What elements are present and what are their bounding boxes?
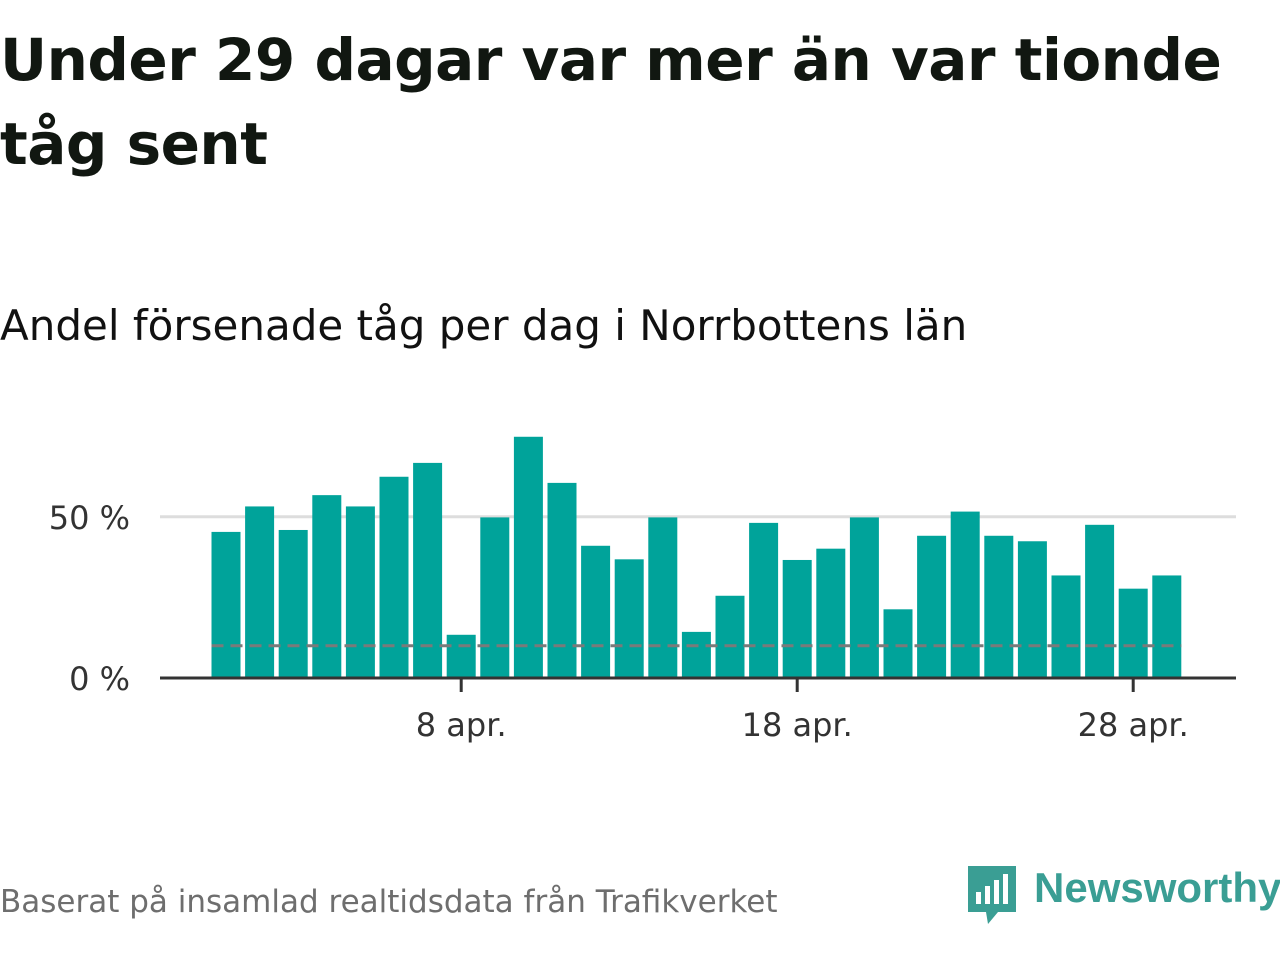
bar — [782, 559, 812, 678]
bar — [917, 535, 947, 678]
chart-title: Under 29 dagar var mer än var tionde tåg… — [0, 26, 1222, 178]
bar — [648, 517, 678, 678]
y-tick-label: 0 % — [69, 660, 130, 698]
bar — [749, 522, 779, 678]
source-note: Baserat på insamlad realtidsdata från Tr… — [0, 884, 778, 920]
x-tick-label: 8 apr. — [416, 706, 507, 744]
bar — [413, 462, 443, 678]
bar — [1017, 541, 1047, 678]
brand-name: Newsworthy — [1034, 864, 1280, 911]
bar — [715, 595, 745, 678]
bar — [581, 545, 611, 678]
bar — [1152, 575, 1182, 678]
bar — [211, 531, 241, 678]
y-tick-label: 50 % — [49, 499, 130, 537]
bar — [1085, 524, 1115, 678]
bar — [379, 476, 409, 678]
bar — [312, 495, 342, 678]
bar — [547, 482, 577, 678]
bars — [211, 436, 1182, 678]
chart-subtitle: Andel försenade tåg per dag i Norrbotten… — [0, 301, 968, 350]
bar — [883, 609, 913, 678]
bar — [245, 506, 275, 678]
bar — [1118, 588, 1148, 678]
bar — [816, 548, 846, 678]
x-tick-label: 28 apr. — [1078, 706, 1189, 744]
bar — [513, 436, 543, 678]
bar — [950, 511, 980, 678]
bar-chart: 0 % 50 % 8 apr. 18 apr. 28 apr. — [49, 436, 1236, 744]
bar — [849, 517, 879, 678]
bar — [614, 559, 644, 678]
x-tick-label: 18 apr. — [742, 706, 853, 744]
bar — [345, 506, 375, 678]
bar — [278, 529, 308, 678]
bar — [984, 535, 1014, 678]
bar — [480, 517, 510, 678]
axes: 0 % 50 % 8 apr. 18 apr. 28 apr. — [49, 499, 1236, 744]
bar — [446, 634, 476, 678]
bar — [681, 631, 711, 678]
newsworthy-logo-icon — [968, 866, 1016, 924]
bar — [1051, 575, 1081, 678]
